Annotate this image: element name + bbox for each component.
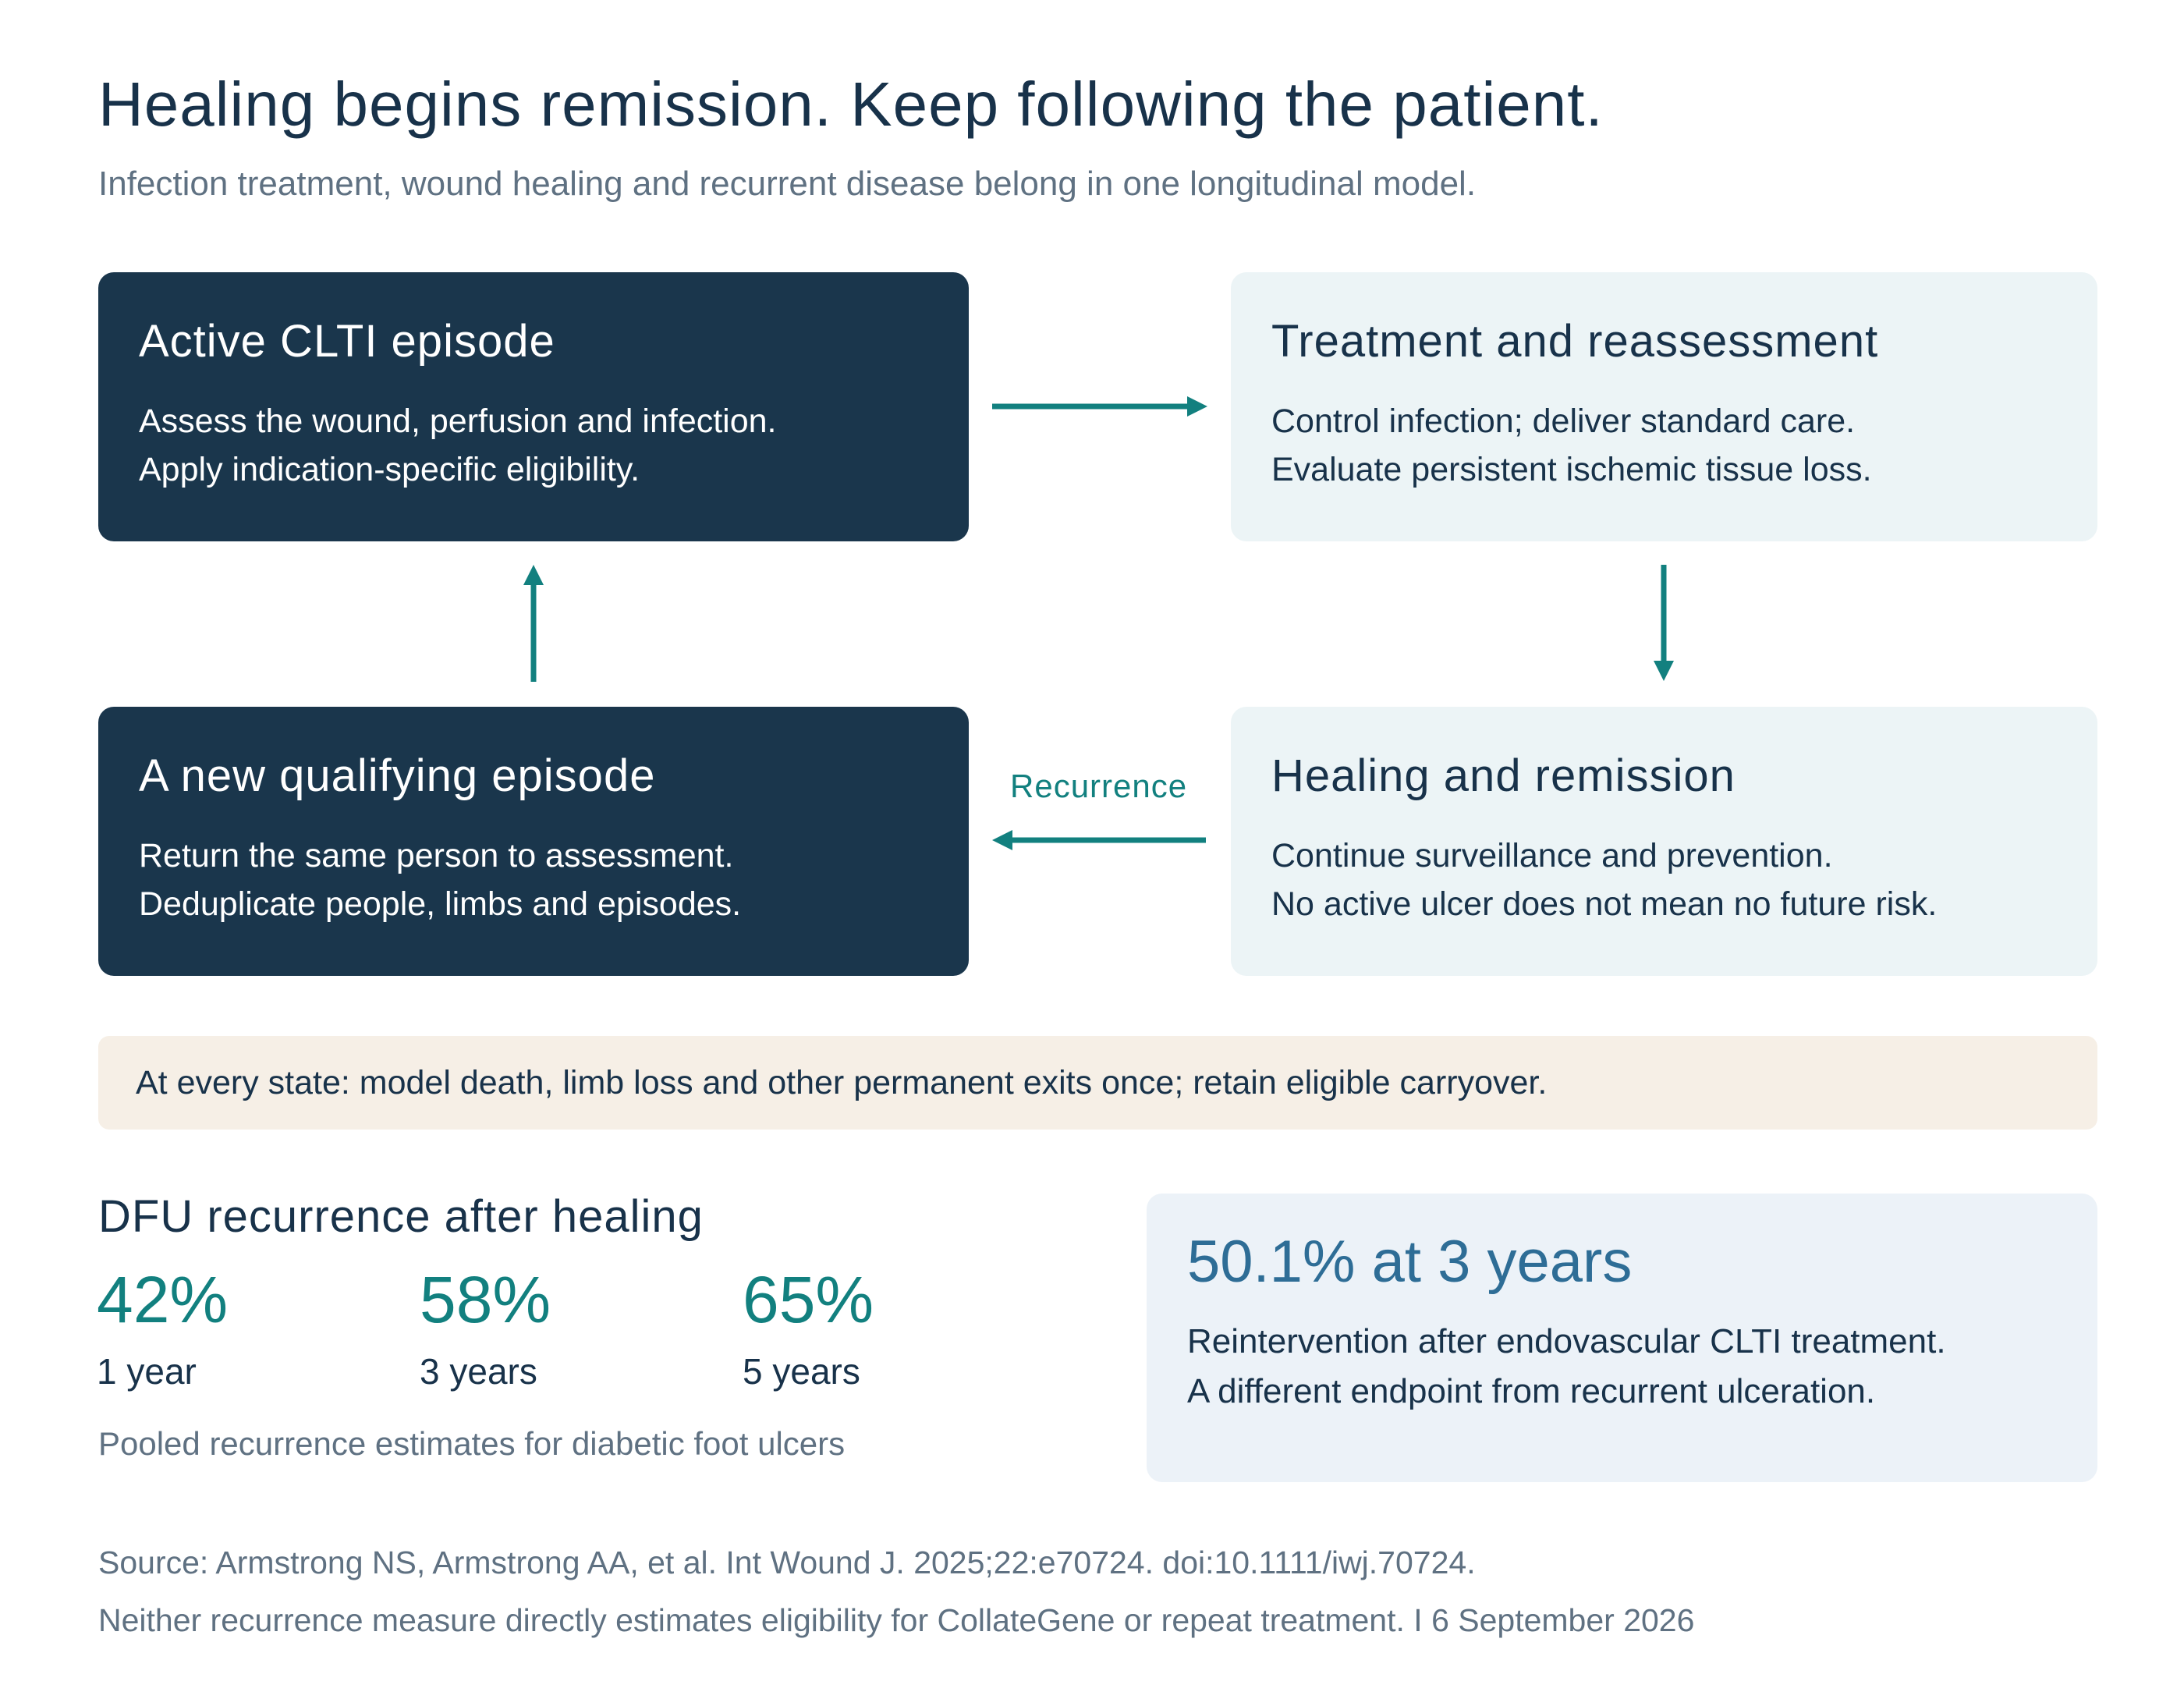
stat-value: 58% bbox=[420, 1263, 551, 1336]
permanent-exits-note: At every state: model death, limb loss a… bbox=[98, 1036, 2097, 1130]
callout-description: Reintervention after endovascular CLTI t… bbox=[1187, 1317, 2057, 1417]
arrow-healing-to-new-episode bbox=[992, 830, 1206, 850]
state-title: Treatment and reassessment bbox=[1271, 316, 1879, 367]
state-line: Return the same person to assessment. bbox=[139, 837, 734, 874]
state-line: No active ulcer does not mean no future … bbox=[1271, 885, 1938, 923]
page-title: Healing begins remission. Keep following… bbox=[98, 69, 1604, 139]
reintervention-callout: 50.1% at 3 years Reintervention after en… bbox=[1147, 1194, 2097, 1482]
state-title: Healing and remission bbox=[1271, 750, 1736, 801]
state-description: Continue surveillance and prevention. No… bbox=[1271, 832, 2057, 928]
arrow-active-to-treatment bbox=[992, 396, 1207, 417]
state-treatment-and-reassessment: Treatment and reassessment Control infec… bbox=[1231, 272, 2097, 541]
source-footnote: Source: Armstrong NS, Armstrong AA, et a… bbox=[98, 1534, 1694, 1649]
state-title: A new qualifying episode bbox=[139, 750, 656, 801]
state-description: Return the same person to assessment. De… bbox=[139, 832, 928, 928]
state-line: Continue surveillance and prevention. bbox=[1271, 837, 1833, 874]
recurrence-stats-heading: DFU recurrence after healing bbox=[98, 1191, 704, 1242]
state-active-clti-episode: Active CLTI episode Assess the wound, pe… bbox=[98, 272, 969, 541]
stat-value: 65% bbox=[743, 1263, 874, 1336]
state-healing-and-remission: Healing and remission Continue surveilla… bbox=[1231, 707, 2097, 976]
arrow-treatment-to-healing bbox=[1654, 565, 1674, 681]
recurrence-stats-note: Pooled recurrence estimates for diabetic… bbox=[98, 1425, 846, 1462]
recurrence-stat-3-years: 58% 3 years bbox=[420, 1257, 551, 1395]
state-new-qualifying-episode: A new qualifying episode Return the same… bbox=[98, 707, 969, 976]
state-line: Assess the wound, perfusion and infectio… bbox=[139, 403, 777, 440]
state-line: Apply indication-specific eligibility. bbox=[139, 451, 640, 488]
state-line: Control infection; deliver standard care… bbox=[1271, 403, 1856, 440]
source-citation: Source: Armstrong NS, Armstrong AA, et a… bbox=[98, 1545, 1476, 1580]
stat-label: 3 years bbox=[420, 1351, 537, 1392]
arrow-new-episode-to-active bbox=[523, 565, 544, 682]
stat-value: 42% bbox=[97, 1263, 229, 1336]
recurrence-stat-5-years: 65% 5 years bbox=[743, 1257, 874, 1395]
state-title: Active CLTI episode bbox=[139, 316, 555, 367]
recurrence-arrow-label: Recurrence bbox=[1010, 768, 1188, 804]
callout-line: A different endpoint from recurrent ulce… bbox=[1187, 1372, 1876, 1410]
state-line: Evaluate persistent ischemic tissue loss… bbox=[1271, 451, 1872, 488]
state-line: Deduplicate people, limbs and episodes. bbox=[139, 885, 742, 923]
stat-label: 5 years bbox=[743, 1351, 860, 1392]
source-disclaimer: Neither recurrence measure directly esti… bbox=[98, 1602, 1695, 1638]
state-description: Assess the wound, perfusion and infectio… bbox=[139, 397, 928, 494]
page-subtitle: Infection treatment, wound healing and r… bbox=[98, 165, 1477, 203]
recurrence-stat-1-year: 42% 1 year bbox=[97, 1257, 228, 1395]
callout-line: Reintervention after endovascular CLTI t… bbox=[1187, 1322, 1946, 1360]
stat-label: 1 year bbox=[97, 1351, 197, 1392]
state-description: Control infection; deliver standard care… bbox=[1271, 397, 2057, 494]
callout-value: 50.1% at 3 years bbox=[1187, 1229, 1633, 1295]
